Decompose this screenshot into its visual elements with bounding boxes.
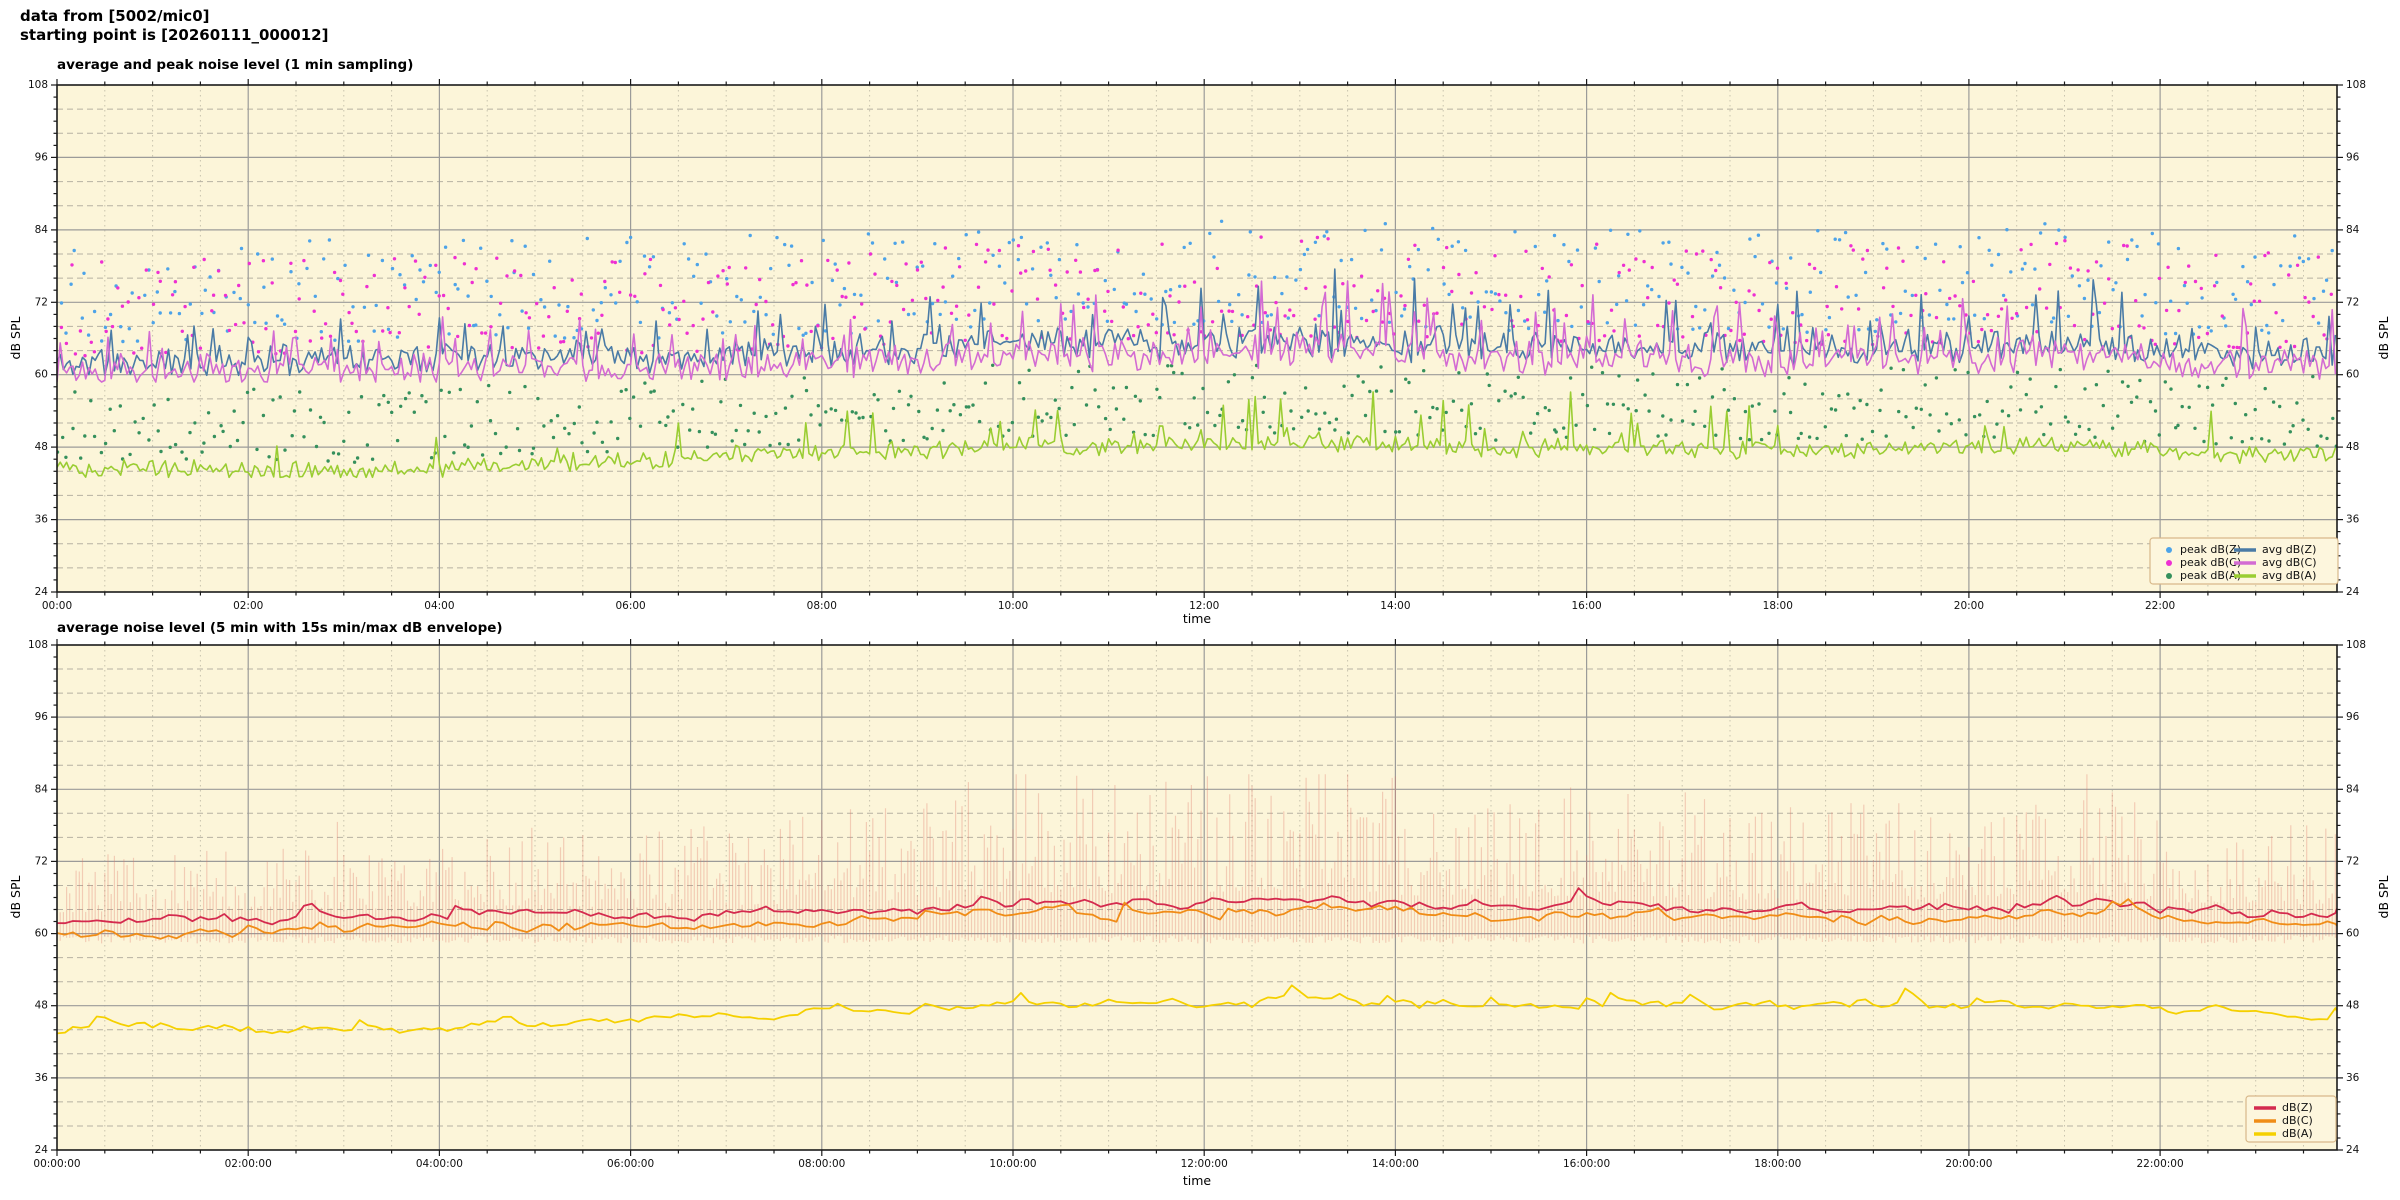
bottom-chart-title: average noise level (5 min with 15s min/… xyxy=(57,620,503,636)
svg-text:84: 84 xyxy=(2346,224,2360,236)
bottom-chart: 24 24 36 36 48 48 60 60 72 72 84 84 96 96 108 108 00:00:… xyxy=(28,639,2366,1170)
svg-text:avg dB(C): avg dB(C) xyxy=(2262,556,2317,569)
svg-text:06:00:00: 06:00:00 xyxy=(607,1158,654,1170)
svg-text:36: 36 xyxy=(2346,514,2360,526)
svg-text:60: 60 xyxy=(2346,369,2359,381)
svg-text:108: 108 xyxy=(28,639,48,651)
top-chart-ylabel-right: dB SPL xyxy=(2376,316,2392,360)
svg-text:36: 36 xyxy=(2346,1072,2360,1084)
bottom-chart-ylabel-left: dB SPL xyxy=(8,875,24,919)
svg-text:peak dB(A): peak dB(A) xyxy=(2180,569,2241,582)
top-chart: 24 24 36 36 48 48 60 60 72 72 84 84 96 96 108 108 00:00 0… xyxy=(28,79,2366,612)
svg-text:60: 60 xyxy=(35,369,48,381)
svg-text:02:00: 02:00 xyxy=(233,600,263,612)
svg-text:14:00:00: 14:00:00 xyxy=(1372,1158,1419,1170)
svg-text:36: 36 xyxy=(35,1072,49,1084)
bottom-chart-xlabel: time xyxy=(1182,1173,1212,1188)
svg-text:72: 72 xyxy=(2346,296,2359,308)
svg-text:96: 96 xyxy=(35,711,49,723)
svg-text:dB(Z): dB(Z) xyxy=(2282,1101,2313,1114)
svg-text:48: 48 xyxy=(35,441,48,453)
svg-text:08:00: 08:00 xyxy=(807,600,837,612)
svg-text:24: 24 xyxy=(2346,1144,2360,1156)
scatter-peakdBZ xyxy=(59,219,2334,344)
svg-text:24: 24 xyxy=(35,1144,49,1156)
svg-text:48: 48 xyxy=(2346,1000,2359,1012)
svg-text:10:00: 10:00 xyxy=(998,600,1028,612)
svg-text:16:00: 16:00 xyxy=(1571,600,1601,612)
svg-text:60: 60 xyxy=(35,928,48,940)
svg-text:00:00: 00:00 xyxy=(42,600,72,612)
top-chart-title: average and peak noise level (1 min samp… xyxy=(57,57,414,73)
minmax-envelope xyxy=(57,774,2337,944)
svg-text:60: 60 xyxy=(2346,928,2359,940)
svg-text:24: 24 xyxy=(2346,586,2360,598)
svg-text:08:00:00: 08:00:00 xyxy=(798,1158,845,1170)
svg-text:dB(C): dB(C) xyxy=(2282,1114,2313,1127)
svg-text:peak dB(C): peak dB(C) xyxy=(2180,556,2241,569)
svg-text:06:00: 06:00 xyxy=(615,600,645,612)
svg-text:72: 72 xyxy=(35,296,48,308)
svg-text:84: 84 xyxy=(35,224,49,236)
svg-text:avg dB(A): avg dB(A) xyxy=(2262,569,2316,582)
svg-text:18:00: 18:00 xyxy=(1763,600,1793,612)
svg-text:18:00:00: 18:00:00 xyxy=(1754,1158,1801,1170)
svg-text:72: 72 xyxy=(2346,855,2359,867)
header-line-2: starting point is [20260111_000012] xyxy=(20,26,329,44)
top-chart-legend: peak dB(Z)peak dB(C)peak dB(A)avg dB(Z)a… xyxy=(2149,537,2339,585)
bottom-chart-ylabel-right: dB SPL xyxy=(2376,875,2392,919)
svg-text:84: 84 xyxy=(35,783,49,795)
svg-text:dB(A): dB(A) xyxy=(2282,1127,2313,1140)
svg-text:108: 108 xyxy=(2346,79,2366,91)
svg-text:108: 108 xyxy=(28,79,48,91)
svg-text:22:00:00: 22:00:00 xyxy=(2137,1158,2184,1170)
svg-text:12:00:00: 12:00:00 xyxy=(1181,1158,1228,1170)
svg-text:04:00:00: 04:00:00 xyxy=(416,1158,463,1170)
top-chart-xlabel: time xyxy=(1182,611,1212,626)
svg-text:84: 84 xyxy=(2346,783,2360,795)
svg-text:00:00:00: 00:00:00 xyxy=(33,1158,80,1170)
svg-text:48: 48 xyxy=(35,1000,48,1012)
svg-text:96: 96 xyxy=(2346,711,2360,723)
svg-text:108: 108 xyxy=(2346,639,2366,651)
svg-text:12:00: 12:00 xyxy=(1189,600,1219,612)
svg-text:14:00: 14:00 xyxy=(1380,600,1410,612)
svg-text:22:00: 22:00 xyxy=(2145,600,2175,612)
svg-text:20:00:00: 20:00:00 xyxy=(1945,1158,1992,1170)
svg-text:96: 96 xyxy=(35,151,49,163)
svg-text:04:00: 04:00 xyxy=(424,600,454,612)
svg-text:24: 24 xyxy=(35,586,49,598)
svg-text:02:00:00: 02:00:00 xyxy=(225,1158,272,1170)
svg-text:peak dB(Z): peak dB(Z) xyxy=(2180,543,2241,556)
svg-text:avg dB(Z): avg dB(Z) xyxy=(2262,543,2316,556)
bottom-chart-legend: dB(Z)dB(C)dB(A) xyxy=(2245,1095,2337,1143)
svg-text:20:00: 20:00 xyxy=(1954,600,1984,612)
top-chart-ylabel-left: dB SPL xyxy=(8,316,24,360)
svg-text:16:00:00: 16:00:00 xyxy=(1563,1158,1610,1170)
svg-text:96: 96 xyxy=(2346,151,2360,163)
svg-text:10:00:00: 10:00:00 xyxy=(989,1158,1036,1170)
svg-text:72: 72 xyxy=(35,855,48,867)
header-line-1: data from [5002/mic0] xyxy=(20,7,210,25)
svg-text:48: 48 xyxy=(2346,441,2359,453)
svg-text:36: 36 xyxy=(35,514,49,526)
